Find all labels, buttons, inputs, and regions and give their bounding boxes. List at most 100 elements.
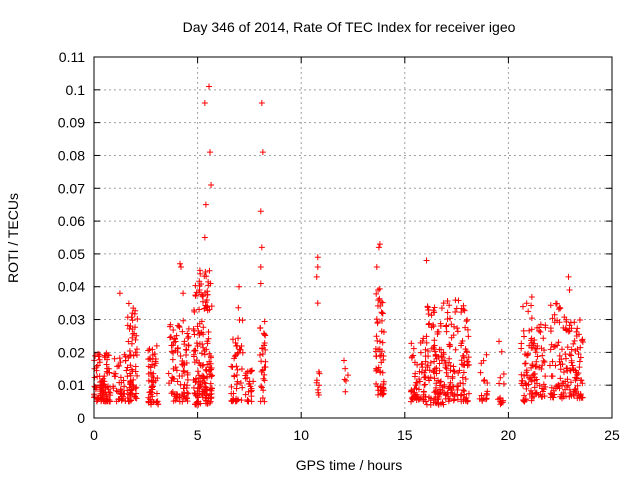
data-point [313, 379, 320, 386]
data-point [154, 375, 161, 382]
data-point [451, 323, 458, 330]
data-point [540, 357, 547, 364]
data-point [431, 358, 438, 365]
data-point [528, 397, 535, 404]
data-point [497, 374, 504, 381]
data-point [200, 361, 207, 368]
data-point [461, 307, 468, 314]
data-point [95, 395, 102, 402]
data-point [408, 395, 415, 402]
data-point [261, 398, 268, 405]
data-point [528, 326, 535, 333]
data-point [229, 395, 236, 402]
data-point [229, 336, 236, 343]
data-point [242, 391, 249, 398]
data-point [556, 352, 563, 359]
data-point [233, 343, 240, 350]
data-point [145, 377, 152, 384]
data-point [433, 380, 440, 387]
x-tick-label: 15 [397, 427, 413, 443]
data-point [566, 287, 573, 294]
data-point [238, 397, 245, 404]
data-point [260, 387, 267, 394]
data-point [94, 396, 101, 403]
data-point [522, 360, 529, 367]
data-point [130, 376, 137, 383]
data-point [258, 99, 265, 106]
data-point [430, 399, 437, 406]
y-tick-label: 0.05 [58, 246, 85, 262]
data-point [464, 362, 471, 369]
data-point [176, 260, 183, 267]
data-point [538, 385, 545, 392]
data-point [202, 201, 209, 208]
data-point [427, 374, 434, 381]
data-point [521, 372, 528, 379]
data-point [101, 381, 108, 388]
data-point [194, 323, 201, 330]
data-point [203, 392, 210, 399]
chart-title: Day 346 of 2014, Rate Of TEC Index for r… [183, 19, 516, 35]
data-point [528, 364, 535, 371]
data-point [101, 373, 108, 380]
data-point [549, 358, 556, 365]
data-point [455, 297, 462, 304]
data-point [150, 370, 157, 377]
data-point [414, 379, 421, 386]
data-point [341, 357, 348, 364]
data-point [380, 352, 387, 359]
data-point [133, 351, 140, 358]
y-tick-label: 0.09 [58, 115, 85, 131]
data-point [314, 264, 321, 271]
data-point [95, 350, 102, 357]
data-point [192, 379, 199, 386]
data-point [132, 363, 139, 370]
data-point [577, 344, 584, 351]
data-point [376, 241, 383, 248]
data-point [176, 398, 183, 405]
data-point [380, 381, 387, 388]
data-point [194, 368, 201, 375]
data-point [172, 335, 179, 342]
data-point [207, 386, 214, 393]
data-point [124, 394, 131, 401]
data-point [374, 337, 381, 344]
data-point [521, 392, 528, 399]
data-point [552, 343, 559, 350]
data-point [538, 345, 545, 352]
data-point [526, 327, 533, 334]
data-point [437, 320, 444, 327]
data-point [523, 380, 530, 387]
data-point [430, 368, 437, 375]
data-point [111, 373, 118, 380]
x-tick-label: 5 [194, 427, 202, 443]
data-point [205, 282, 212, 289]
data-point [126, 325, 133, 332]
data-point [205, 83, 212, 90]
data-point [111, 355, 118, 362]
data-point [93, 367, 100, 374]
data-point [195, 398, 202, 405]
data-point [314, 254, 321, 261]
data-point [464, 316, 471, 323]
data-point [457, 380, 464, 387]
data-point [464, 326, 471, 333]
data-point [129, 334, 136, 341]
data-point [523, 300, 530, 307]
data-point [184, 330, 191, 337]
data-point [552, 385, 559, 392]
data-point [542, 324, 549, 331]
data-point [261, 371, 268, 378]
data-point [200, 331, 207, 338]
data-point [426, 377, 433, 384]
data-point [522, 351, 529, 358]
data-point [202, 299, 209, 306]
x-tick-label: 0 [90, 427, 98, 443]
data-point [532, 363, 539, 370]
data-point [170, 326, 177, 333]
data-point [579, 336, 586, 343]
data-point [568, 346, 575, 353]
data-point [554, 317, 561, 324]
data-point [376, 346, 383, 353]
data-point [539, 388, 546, 395]
